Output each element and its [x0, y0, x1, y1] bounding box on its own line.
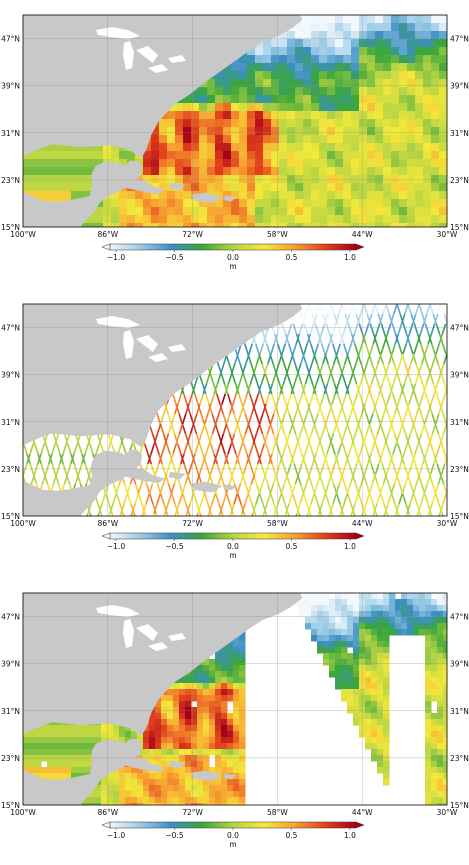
- lat-label-left: 39°N: [1, 371, 20, 380]
- lat-label-right: 47°N: [450, 35, 469, 44]
- map-plot-area: [22, 304, 449, 524]
- lat-label-right: 31°N: [450, 129, 469, 138]
- map-plot-area: [23, 15, 448, 232]
- lon-label: 30°W: [437, 808, 458, 817]
- lat-label-left: 31°N: [1, 129, 20, 138]
- lat-label-left: 39°N: [1, 660, 20, 669]
- colorbar-tick-label: 1.0: [344, 253, 356, 262]
- lat-label-right: 23°N: [450, 754, 469, 763]
- lat-label-left: 47°N: [1, 324, 20, 333]
- lat-label-right: 31°N: [450, 418, 469, 427]
- map-plot-area: [23, 593, 450, 810]
- colorbar-tick-label: 0.0: [227, 542, 239, 551]
- lat-label-left: 31°N: [1, 418, 20, 427]
- lat-label-right: 39°N: [450, 82, 469, 91]
- colorbar-tick-label: −1.0: [107, 831, 125, 840]
- colorbar-tick-label: 0.5: [286, 831, 298, 840]
- lat-label-left: 23°N: [1, 176, 20, 185]
- lon-label: 86°W: [97, 230, 118, 239]
- lon-label: 58°W: [267, 519, 288, 528]
- lat-label-right: 39°N: [450, 660, 469, 669]
- colorbar-tick-label: −0.5: [165, 831, 183, 840]
- lon-label: 58°W: [267, 230, 288, 239]
- lon-label: 30°W: [437, 519, 458, 528]
- lat-label-left: 47°N: [1, 613, 20, 622]
- lon-label: 44°W: [352, 519, 373, 528]
- lon-label: 72°W: [182, 230, 203, 239]
- lon-label: 58°W: [267, 808, 288, 817]
- lon-label: 44°W: [352, 230, 373, 239]
- colorbar-tick-label: 0.0: [227, 831, 239, 840]
- lat-label-left: 47°N: [1, 35, 20, 44]
- lat-label-left: 23°N: [1, 754, 20, 763]
- lat-label-left: 23°N: [1, 465, 20, 474]
- lon-label: 72°W: [182, 808, 203, 817]
- lon-label: 44°W: [352, 808, 373, 817]
- lat-label-right: 23°N: [450, 176, 469, 185]
- colorbar-tick-label: −0.5: [165, 253, 183, 262]
- lon-label: 100°W: [10, 230, 36, 239]
- lat-label-right: 23°N: [450, 465, 469, 474]
- colorbar: −1.0 −0.5 0.0 0.5 1.0 m: [102, 822, 364, 849]
- colorbar-tick-label: 0.0: [227, 253, 239, 262]
- colorbar: −1.0 −0.5 0.0 0.5 1.0 m: [102, 533, 364, 560]
- colorbar-tick-label: 0.5: [286, 542, 298, 551]
- colorbar-tick-label: 0.5: [286, 253, 298, 262]
- colorbar-tick-label: −1.0: [107, 253, 125, 262]
- lon-label: 100°W: [10, 808, 36, 817]
- lat-label-right: 39°N: [450, 371, 469, 380]
- lon-label: 30°W: [437, 230, 458, 239]
- lat-label-left: 31°N: [1, 707, 20, 716]
- colorbar-unit-label: m: [229, 840, 236, 849]
- lat-label-right: 47°N: [450, 324, 469, 333]
- lon-label: 86°W: [97, 808, 118, 817]
- lon-label: 100°W: [10, 519, 36, 528]
- lon-label: 72°W: [182, 519, 203, 528]
- lat-label-right: 47°N: [450, 613, 469, 622]
- lat-label-left: 39°N: [1, 82, 20, 91]
- colorbar-tick-label: 1.0: [344, 831, 356, 840]
- colorbar: −1.0 −0.5 0.0 0.5 1.0 m: [102, 244, 364, 271]
- colorbar-tick-label: −0.5: [165, 542, 183, 551]
- lat-label-right: 31°N: [450, 707, 469, 716]
- lon-label: 86°W: [97, 519, 118, 528]
- colorbar-tick-label: −1.0: [107, 542, 125, 551]
- colorbar-tick-label: 1.0: [344, 542, 356, 551]
- colorbar-unit-label: m: [229, 551, 236, 560]
- colorbar-unit-label: m: [229, 262, 236, 271]
